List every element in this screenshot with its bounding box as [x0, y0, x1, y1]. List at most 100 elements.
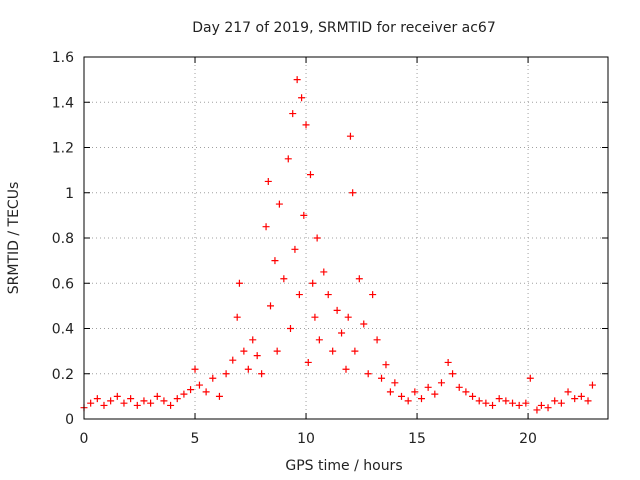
data-point [355, 275, 363, 283]
data-point [191, 365, 199, 373]
data-point [286, 325, 294, 332]
data-point [338, 329, 346, 337]
data-point [364, 370, 372, 378]
data-point [140, 397, 148, 405]
data-point [298, 94, 306, 102]
data-point [267, 302, 275, 310]
data-point [113, 392, 121, 400]
data-point [344, 313, 352, 321]
data-point [537, 401, 545, 409]
data-point [313, 234, 321, 242]
data-point [404, 397, 412, 405]
data-point [351, 347, 359, 355]
data-point [120, 399, 128, 407]
data-point [342, 365, 350, 373]
data-point [275, 200, 283, 208]
data-point [449, 370, 457, 378]
data-point [329, 347, 337, 355]
data-point [291, 245, 299, 253]
data-point [284, 155, 292, 163]
data-point [360, 320, 368, 328]
data-point [293, 76, 301, 84]
data-point [100, 401, 108, 409]
data-point [229, 356, 237, 364]
data-point [309, 279, 317, 287]
data-point [127, 395, 135, 403]
data-point [295, 291, 303, 299]
data-point [515, 401, 523, 409]
data-point [502, 397, 510, 405]
x-tick-label: 20 [519, 431, 537, 447]
data-point [378, 374, 386, 382]
tick-labels: 0 0.2 0.4 0.6 0.8 1 1.2 1.4 1.6 0 5 10 15 20 [52, 50, 537, 447]
data-point [180, 390, 188, 398]
grid [84, 57, 608, 419]
data-point [489, 401, 497, 409]
y-tick-label: 1.4 [52, 95, 74, 111]
data-point [431, 390, 439, 398]
data-point [233, 313, 241, 321]
y-tick-label: 1.2 [52, 141, 74, 157]
data-point [258, 370, 266, 378]
data-point [557, 399, 565, 407]
data-point [444, 358, 452, 366]
data-point [533, 406, 541, 414]
data-point [107, 397, 115, 405]
data-point [564, 388, 572, 396]
y-tick-label: 0.8 [52, 231, 74, 247]
data-point [469, 392, 477, 400]
data-point [571, 395, 579, 403]
data-point [195, 381, 203, 389]
data-point [235, 279, 243, 287]
data-point [551, 397, 559, 405]
data-point [133, 401, 141, 409]
data-point [147, 399, 155, 407]
data-point [315, 336, 323, 344]
data-point [386, 388, 394, 396]
data-point [240, 347, 248, 355]
x-axis-label: GPS time / hours [285, 458, 402, 474]
data-point [373, 336, 381, 344]
data-point [311, 313, 319, 321]
data-point [522, 399, 530, 407]
data-point [249, 336, 257, 344]
x-tick-label: 15 [408, 431, 426, 447]
data-point [544, 404, 552, 412]
data-point [526, 374, 534, 382]
data-point [253, 352, 261, 360]
data-point [202, 388, 210, 396]
data-point [509, 399, 517, 407]
x-tick-label: 10 [297, 431, 315, 447]
x-tick-label: 0 [80, 431, 89, 447]
data-point [244, 365, 252, 373]
data-point [264, 177, 272, 185]
data-point [382, 361, 390, 369]
data-point [167, 401, 175, 409]
data-point [333, 306, 341, 314]
data-point [349, 189, 357, 197]
data-point [462, 388, 470, 396]
data-point [437, 379, 445, 387]
y-axis-label: SRMTID / TECUs [6, 182, 22, 295]
data-point [187, 386, 195, 394]
data-point [482, 399, 490, 407]
data-point [300, 211, 308, 219]
chart-title: Day 217 of 2019, SRMTID for receiver ac6… [192, 20, 496, 36]
y-tick-label: 0.2 [52, 367, 74, 383]
data-point [289, 110, 297, 118]
ticks [83, 56, 608, 420]
data-point [215, 392, 223, 400]
y-tick-label: 1 [65, 186, 74, 202]
data-point [324, 291, 332, 299]
data-point [302, 121, 310, 129]
data-point [306, 171, 314, 179]
data-point [369, 291, 377, 299]
data-point [417, 395, 425, 403]
data-points [80, 76, 596, 414]
x-tick-label: 5 [191, 431, 200, 447]
data-point [346, 132, 354, 140]
y-tick-label: 0.4 [52, 322, 74, 338]
y-tick-label: 1.6 [52, 50, 74, 66]
